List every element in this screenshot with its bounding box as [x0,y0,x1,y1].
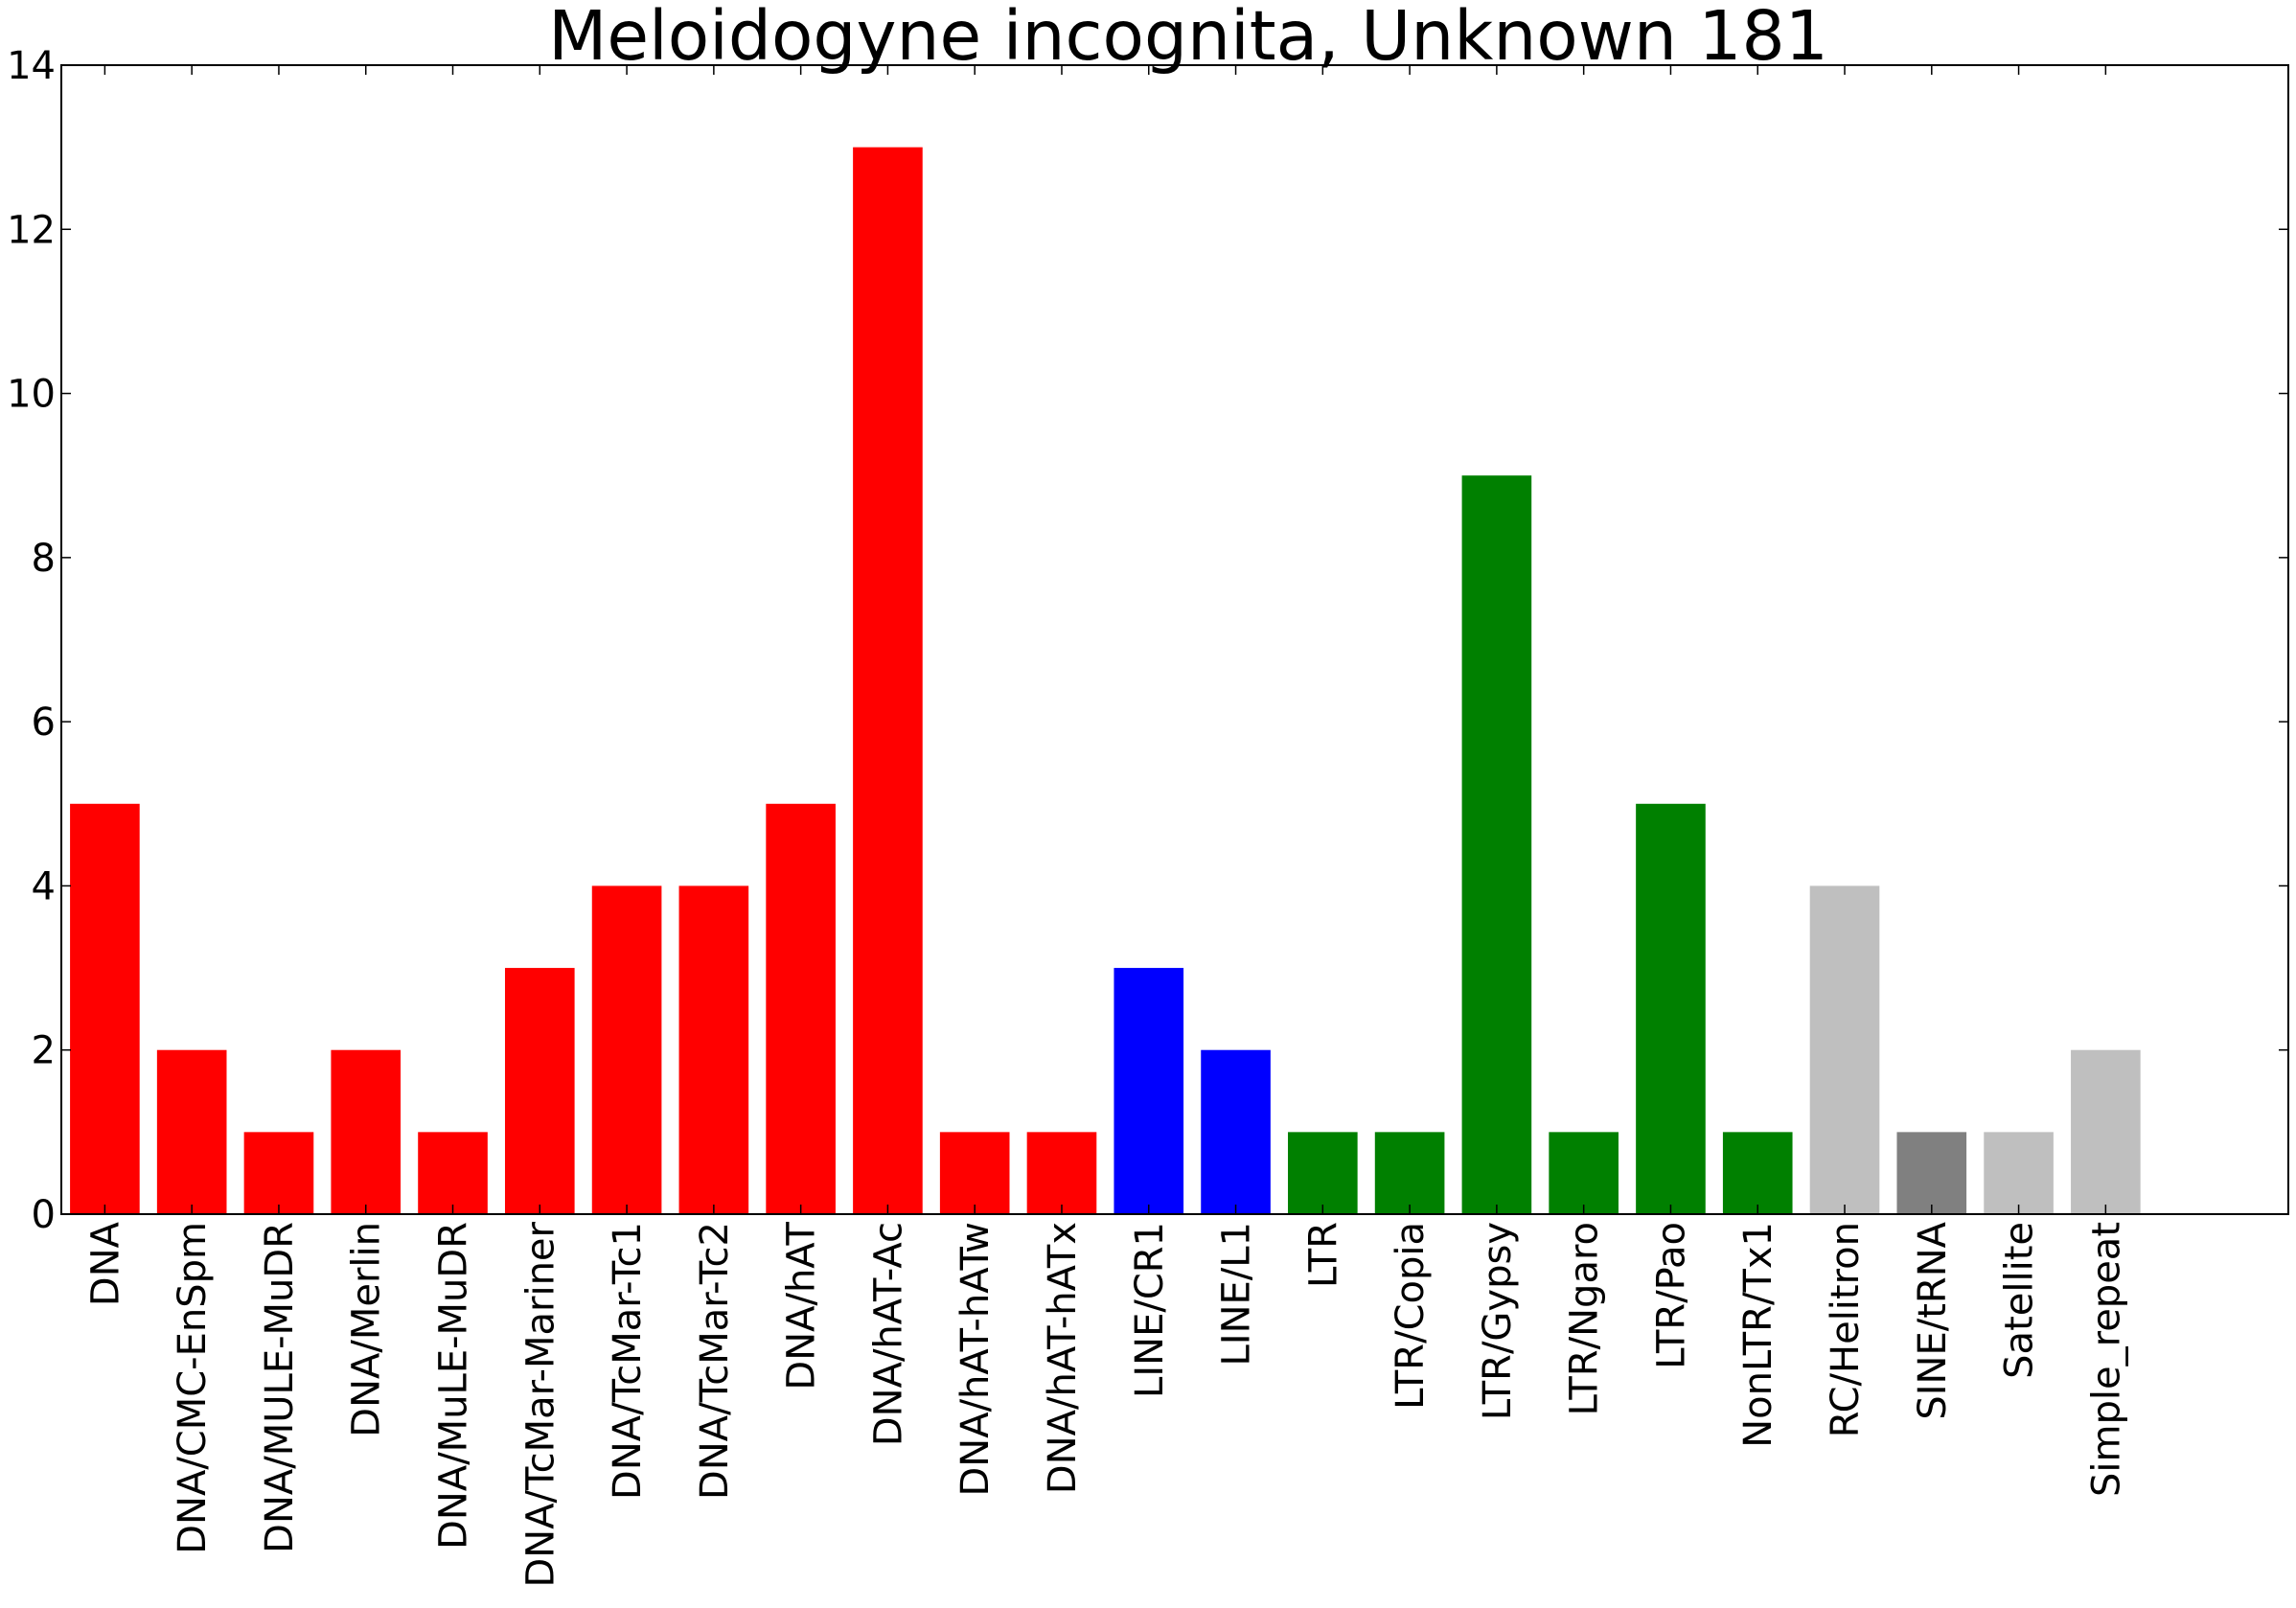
bar-sine-trna [1896,1132,1967,1214]
x-tick-label: DNA/TcMar-Tc2 [693,1222,737,1500]
y-axis-ticks: 0 2 4 6 8 10 12 14 [7,44,2288,1237]
bar-dna-tcmar-tc1 [591,885,662,1214]
bar-ltr-pao [1636,803,1706,1214]
x-tick-label: DNA/TcMar-Tc1 [606,1222,650,1500]
bar-ltr-gypsy [1461,475,1532,1214]
x-tick-label: LTR/Copia [1389,1222,1433,1410]
bar-dna-hat [766,803,836,1214]
plot-frame [60,64,2289,1215]
x-tick-label: DNA/hAT-hATw [953,1222,998,1497]
x-tick-label: DNA/hAT-hATx [1041,1222,1085,1494]
x-tick-label: LTR/Gypsy [1476,1222,1520,1420]
x-tick-label: Simple_repeat [2084,1222,2128,1497]
bar-dna-merlin [331,1049,402,1214]
x-tick-label: DNA/TcMar-Mariner [518,1221,563,1587]
x-tick-label: LINE/CR1 [1128,1222,1172,1398]
y-tick-label: 12 [7,208,56,252]
bar-dna [70,803,140,1214]
bar-dna-hat-hatw [939,1132,1010,1214]
x-tick-label: DNA/Merlin [345,1222,389,1437]
bar-nonltr-tx1 [1722,1132,1793,1214]
bar-rc-helitron [1809,885,1880,1214]
y-tick-label: 2 [32,1029,56,1073]
y-tick-label: 6 [32,701,56,745]
x-tick-label: DNA [83,1221,127,1306]
bars-group [70,147,2141,1215]
bar-dna-tcmar-tc2 [678,885,749,1214]
x-tick-label: SINE/tRNA [1911,1221,1955,1419]
bar-dna-mule-mudr [243,1132,314,1214]
bar-ltr [1288,1132,1358,1214]
x-tick-label: DNA/MuLE-MuDR [432,1222,476,1550]
bar-dna-cmc-enspm [156,1049,227,1214]
bar-satellite [1984,1132,2054,1214]
x-tick-label: RC/Helitron [1824,1222,1868,1437]
y-tick-label: 8 [32,537,56,581]
x-tick-label: DNA/CMC-EnSpm [171,1222,215,1554]
bar-dna-tcmar-mariner [504,968,575,1214]
x-axis-ticks: DNA DNA/CMC-EnSpm DNA/MULE-MuDR DNA/Merlin D… [83,65,2128,1588]
x-tick-label: LINE/L1 [1215,1222,1259,1367]
x-tick-label: LTR/Pao [1649,1222,1693,1369]
chart-title: Meloidogyne incognita, Unknown 181 [548,0,1828,76]
bar-dna-hat-ac [853,147,923,1215]
x-tick-label: LTR [1301,1222,1345,1288]
bar-ltr-copia [1374,1132,1445,1214]
y-tick-label: 10 [7,373,56,417]
bar-line-cr1 [1114,968,1184,1214]
bar-line-l1 [1201,1049,1271,1214]
x-tick-label: DNA/hAT-Ac [866,1222,910,1446]
x-tick-label: LTR/Ngaro [1563,1222,1607,1415]
x-tick-label: DNA/MULE-MuDR [258,1222,302,1553]
bar-ltr-ngaro [1549,1132,1619,1214]
bar-dna-mule-mudr [418,1132,488,1214]
x-tick-label: DNA/hAT [780,1221,824,1390]
x-tick-label: NonLTR/Tx1 [1736,1222,1780,1448]
y-tick-label: 14 [7,44,56,88]
y-tick-label: 0 [32,1193,56,1237]
x-tick-label: Satellite [1998,1222,2042,1379]
y-tick-label: 4 [32,864,56,908]
bar-dna-hat-hatx [1026,1132,1097,1214]
bar-simple-repeat [2071,1049,2141,1214]
